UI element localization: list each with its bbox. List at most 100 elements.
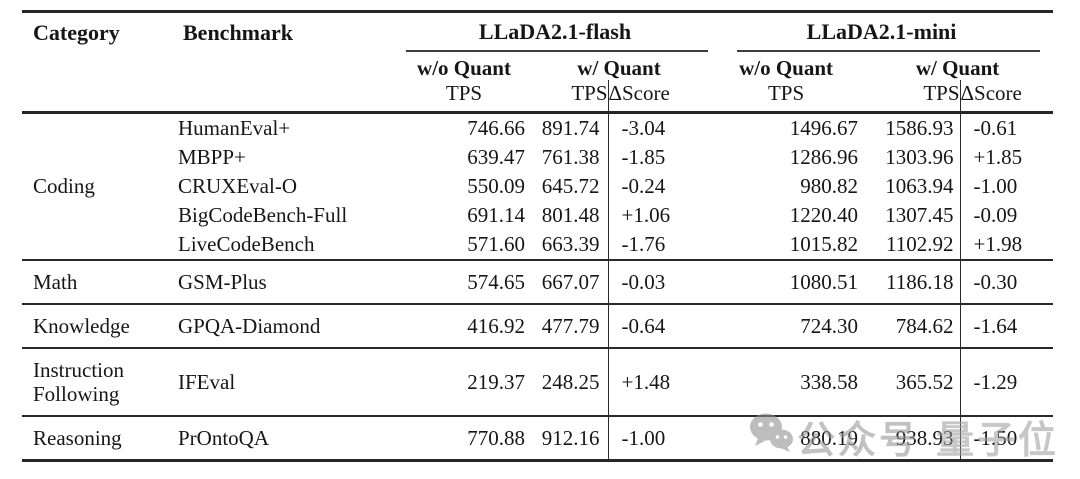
benchmark-cell: CRUXEval-O [178, 174, 297, 198]
mini-tps-value: 880.19 [800, 425, 859, 450]
flash-delta-score-value: -1.76 [607, 229, 711, 260]
flash-tps-value: 219.37 [467, 369, 525, 394]
mini-delta-score-value: -0.30 [959, 259, 1054, 304]
flash-quant-tps-value: 667.07 [541, 269, 600, 294]
mini-delta-score-value: -1.50 [959, 415, 1054, 460]
table-row: Math GSM-Plus 574.65 667.07 -0.03 1080.51 1186… [22, 259, 1054, 304]
flash-tps-header: TPS [445, 80, 483, 105]
model-header-flash: LLaDA2.1-flash [400, 12, 710, 52]
flash-tps-value: 691.14 [467, 203, 525, 227]
mini-quant-tps-value: 365.52 [895, 369, 954, 394]
mini-tps-value: 1496.67 [789, 116, 859, 140]
flash-delta-score-value: +1.48 [607, 347, 711, 416]
flash-delta-score-value: -0.24 [607, 171, 711, 201]
flash-delta-score-value: +1.06 [607, 200, 711, 230]
flash-delta-score-value: -0.03 [607, 259, 711, 304]
model-header-mini: LLaDA2.1-mini [710, 12, 1053, 52]
flash-quant-tps-value: 663.39 [541, 232, 600, 256]
flash-quant-tps-value: 248.25 [541, 369, 600, 394]
table-row: Knowledge GPQA-Diamond 416.92 477.79 -0.64 72… [22, 303, 1054, 348]
mini-delta-score-header: ΔScore [959, 79, 1054, 112]
table-row: MBPP+ 639.47 761.38 -1.85 1286.96 1303.96 +1.8… [22, 142, 1054, 172]
model-name-flash: LLaDA2.1-flash [478, 19, 632, 44]
category-cell: Instruction Following [33, 357, 124, 406]
flash-delta-score-header: ΔScore [607, 79, 711, 112]
benchmark-cell: LiveCodeBench [178, 232, 315, 256]
flash-quant-tps-header: TPS [571, 80, 608, 105]
category-cell: Math [33, 269, 78, 294]
mini-delta-score-value: +1.98 [959, 229, 1054, 260]
benchmark-cell: GPQA-Diamond [178, 313, 321, 338]
flash-tps-value: 550.09 [467, 174, 525, 198]
mini-quant-tps-value: 1063.94 [885, 174, 954, 198]
section-knowledge: Knowledge GPQA-Diamond 416.92 477.79 -0.64 72… [22, 303, 1054, 348]
mini-delta-score-value: -0.61 [959, 112, 1054, 143]
benchmark-column-header: Benchmark [183, 20, 293, 45]
mini-delta-score-value: -1.64 [959, 303, 1054, 348]
mini-delta-score-value: +1.85 [959, 142, 1054, 172]
flash-wo-quant-header: w/o Quant [417, 55, 511, 80]
flash-tps-value: 574.65 [467, 269, 525, 294]
flash-tps-value: 746.66 [467, 116, 525, 140]
mini-header-rule [737, 50, 1041, 52]
benchmark-results-table: Category Benchmark LLaDA2.1-flash LLaDA2… [22, 10, 1054, 462]
benchmark-cell: IFEval [178, 369, 236, 394]
benchmark-cell: HumanEval+ [178, 116, 291, 140]
flash-quant-tps-value: 761.38 [541, 145, 600, 169]
benchmark-cell: BigCodeBench-Full [178, 203, 348, 227]
mini-tps-value: 1220.40 [789, 203, 859, 227]
section-coding: Coding HumanEval+ 746.66 891.74 -3.04 1496.67… [22, 112, 1054, 260]
category-cell: Reasoning [33, 425, 122, 450]
table-row: BigCodeBench-Full 691.14 801.48 +1.06 1220.4… [22, 200, 1054, 230]
flash-quant-tps-value: 477.79 [541, 313, 600, 338]
mini-tps-value: 1015.82 [789, 232, 859, 256]
mini-quant-tps-header: TPS [923, 80, 960, 105]
flash-quant-tps-value: 645.72 [541, 174, 600, 198]
flash-tps-value: 571.60 [467, 232, 525, 256]
flash-delta-score-value: -0.64 [607, 303, 711, 348]
mini-quant-tps-value: 1303.96 [885, 145, 954, 169]
category-column-header: Category [33, 20, 120, 45]
flash-quant-tps-value: 912.16 [541, 425, 600, 450]
benchmark-cell: MBPP+ [178, 145, 246, 169]
flash-header-rule [406, 50, 709, 52]
flash-tps-value: 770.88 [467, 425, 525, 450]
mini-delta-score-value: -1.29 [959, 347, 1054, 416]
flash-tps-value: 416.92 [467, 313, 525, 338]
mini-tps-header: TPS [767, 80, 805, 105]
section-instruction-following: Instruction Following IFEval 219.37 248.25 +… [22, 347, 1054, 416]
table-row: Instruction Following IFEval 219.37 248.25 +… [22, 347, 1054, 416]
mini-tps-value: 980.82 [800, 174, 859, 198]
section-math: Math GSM-Plus 574.65 667.07 -0.03 1080.51 1186… [22, 259, 1054, 304]
mini-tps-value: 724.30 [800, 313, 859, 338]
flash-delta-score-value: -1.00 [607, 415, 711, 460]
mini-quant-tps-value: 1102.92 [886, 232, 954, 256]
table-row: CRUXEval-O 550.09 645.72 -0.24 980.82 1063.94… [22, 171, 1054, 201]
flash-quant-tps-value: 801.48 [541, 203, 600, 227]
table-header: Category Benchmark LLaDA2.1-flash LLaDA2… [22, 12, 1054, 112]
benchmark-cell: PrOntoQA [178, 425, 270, 450]
mini-wo-quant-header: w/o Quant [739, 55, 833, 80]
mini-tps-value: 338.58 [800, 369, 859, 394]
flash-w-quant-header: w/ Quant [577, 55, 661, 80]
section-reasoning: Reasoning PrOntoQA 770.88 912.16 -1.00 880.19… [22, 415, 1054, 460]
flash-delta-score-value: -1.85 [607, 142, 711, 172]
mini-delta-score-value: -0.09 [959, 200, 1054, 230]
flash-quant-tps-value: 891.74 [541, 116, 600, 140]
flash-delta-score-value: -3.04 [607, 112, 711, 143]
mini-quant-tps-value: 1586.93 [885, 116, 954, 140]
mini-quant-tps-value: 784.62 [895, 313, 954, 338]
mini-delta-score-value: -1.00 [959, 171, 1054, 201]
benchmark-cell: GSM-Plus [178, 269, 267, 294]
model-name-mini: LLaDA2.1-mini [806, 19, 957, 44]
table-row: LiveCodeBench 571.60 663.39 -1.76 1015.82 110… [22, 229, 1054, 260]
mini-tps-value: 1286.96 [789, 145, 859, 169]
category-cell: Coding [33, 174, 95, 198]
mini-w-quant-header: w/ Quant [915, 55, 1000, 80]
flash-tps-value: 639.47 [467, 145, 525, 169]
mini-quant-tps-value: 938.93 [895, 425, 954, 450]
mini-tps-value: 1080.51 [789, 269, 859, 294]
mini-quant-tps-value: 1307.45 [885, 203, 954, 227]
table-row: Reasoning PrOntoQA 770.88 912.16 -1.00 880.19… [22, 415, 1054, 460]
